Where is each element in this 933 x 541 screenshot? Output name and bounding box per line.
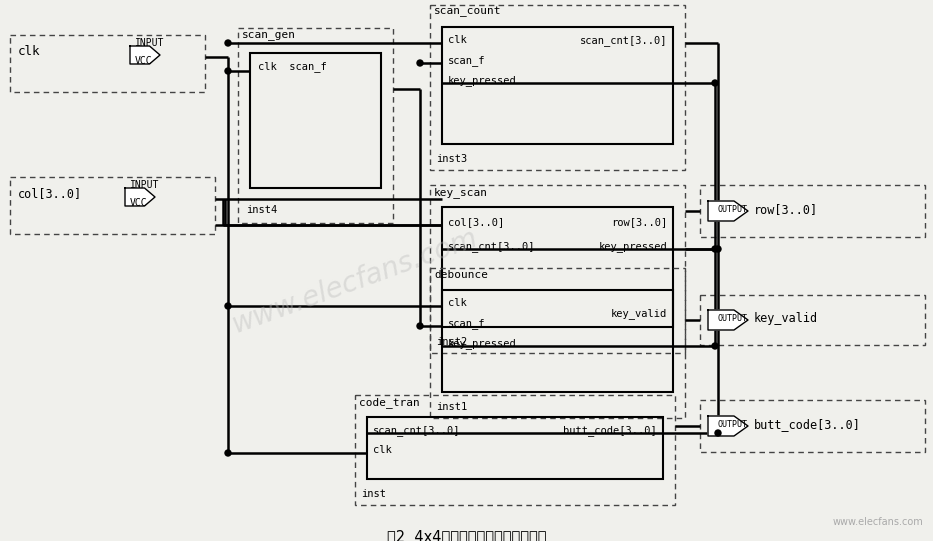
Bar (238, 28, 393, 223)
Text: key_pressed: key_pressed (448, 75, 517, 86)
Text: OUTPUT: OUTPUT (718, 314, 748, 323)
Circle shape (712, 246, 718, 252)
Text: inst4: inst4 (246, 205, 277, 215)
Circle shape (715, 430, 721, 436)
Text: scan_cnt[3..0]: scan_cnt[3..0] (579, 35, 667, 46)
Text: www.elecfans.com: www.elecfans.com (228, 224, 481, 339)
Circle shape (225, 40, 231, 46)
Circle shape (417, 323, 423, 329)
Bar (10, 177, 215, 234)
Text: scan_cnt[3..0]: scan_cnt[3..0] (448, 241, 536, 252)
Bar (442, 27, 673, 144)
Bar (700, 295, 925, 345)
Bar (250, 53, 381, 188)
Bar (430, 5, 685, 170)
Circle shape (712, 343, 718, 349)
Polygon shape (125, 188, 155, 206)
Text: inst1: inst1 (436, 402, 467, 412)
Polygon shape (708, 416, 748, 436)
Circle shape (225, 303, 231, 309)
Circle shape (225, 450, 231, 456)
Text: key_valid: key_valid (754, 312, 818, 325)
Text: clk: clk (373, 445, 392, 455)
Text: clk: clk (18, 45, 40, 58)
Bar (442, 207, 673, 327)
Text: inst2: inst2 (436, 337, 467, 347)
Text: butt_code[3..0]: butt_code[3..0] (754, 418, 861, 431)
Text: scan_f: scan_f (448, 55, 485, 66)
Text: clk: clk (448, 298, 466, 308)
Text: inst: inst (361, 489, 386, 499)
Text: scan_cnt[3..0]: scan_cnt[3..0] (373, 425, 461, 436)
Text: key_pressed: key_pressed (448, 338, 517, 349)
Text: www.elecfans.com: www.elecfans.com (832, 517, 923, 527)
Text: scan_gen: scan_gen (242, 30, 296, 40)
Polygon shape (130, 46, 160, 64)
Circle shape (225, 68, 231, 74)
Bar (430, 268, 685, 418)
Text: inst3: inst3 (436, 154, 467, 164)
Text: row[3..0]: row[3..0] (611, 217, 667, 227)
Polygon shape (708, 310, 748, 330)
Text: scan_count: scan_count (434, 7, 502, 17)
Text: 图2  4x4行列键盘扫描的顶层电路图: 图2 4x4行列键盘扫描的顶层电路图 (387, 529, 546, 541)
Text: key_scan: key_scan (434, 187, 488, 198)
Circle shape (715, 246, 721, 252)
Text: col[3..0]: col[3..0] (18, 187, 82, 200)
Bar (700, 185, 925, 237)
Bar (442, 290, 673, 392)
Bar (700, 400, 925, 452)
Text: clk  scan_f: clk scan_f (258, 61, 327, 72)
Text: clk: clk (448, 35, 466, 45)
Bar (430, 185, 685, 353)
Text: row[3..0]: row[3..0] (754, 203, 818, 216)
Text: code_tran: code_tran (359, 397, 420, 408)
Bar (355, 395, 675, 505)
Text: scan_f: scan_f (448, 318, 485, 329)
Bar (367, 417, 663, 479)
Polygon shape (708, 201, 748, 221)
Text: VCC: VCC (135, 56, 153, 66)
Text: key_pressed: key_pressed (598, 241, 667, 252)
Bar (10, 35, 205, 92)
Text: OUTPUT: OUTPUT (718, 420, 748, 429)
Text: key_valid: key_valid (611, 308, 667, 319)
Text: butt_code[3..0]: butt_code[3..0] (564, 425, 657, 436)
Text: col[3..0]: col[3..0] (448, 217, 504, 227)
Circle shape (417, 60, 423, 66)
Text: VCC: VCC (130, 198, 147, 208)
Text: debounce: debounce (434, 270, 488, 280)
Circle shape (712, 80, 718, 86)
Text: OUTPUT: OUTPUT (718, 205, 748, 214)
Text: INPUT: INPUT (135, 38, 164, 48)
Text: INPUT: INPUT (130, 180, 160, 190)
